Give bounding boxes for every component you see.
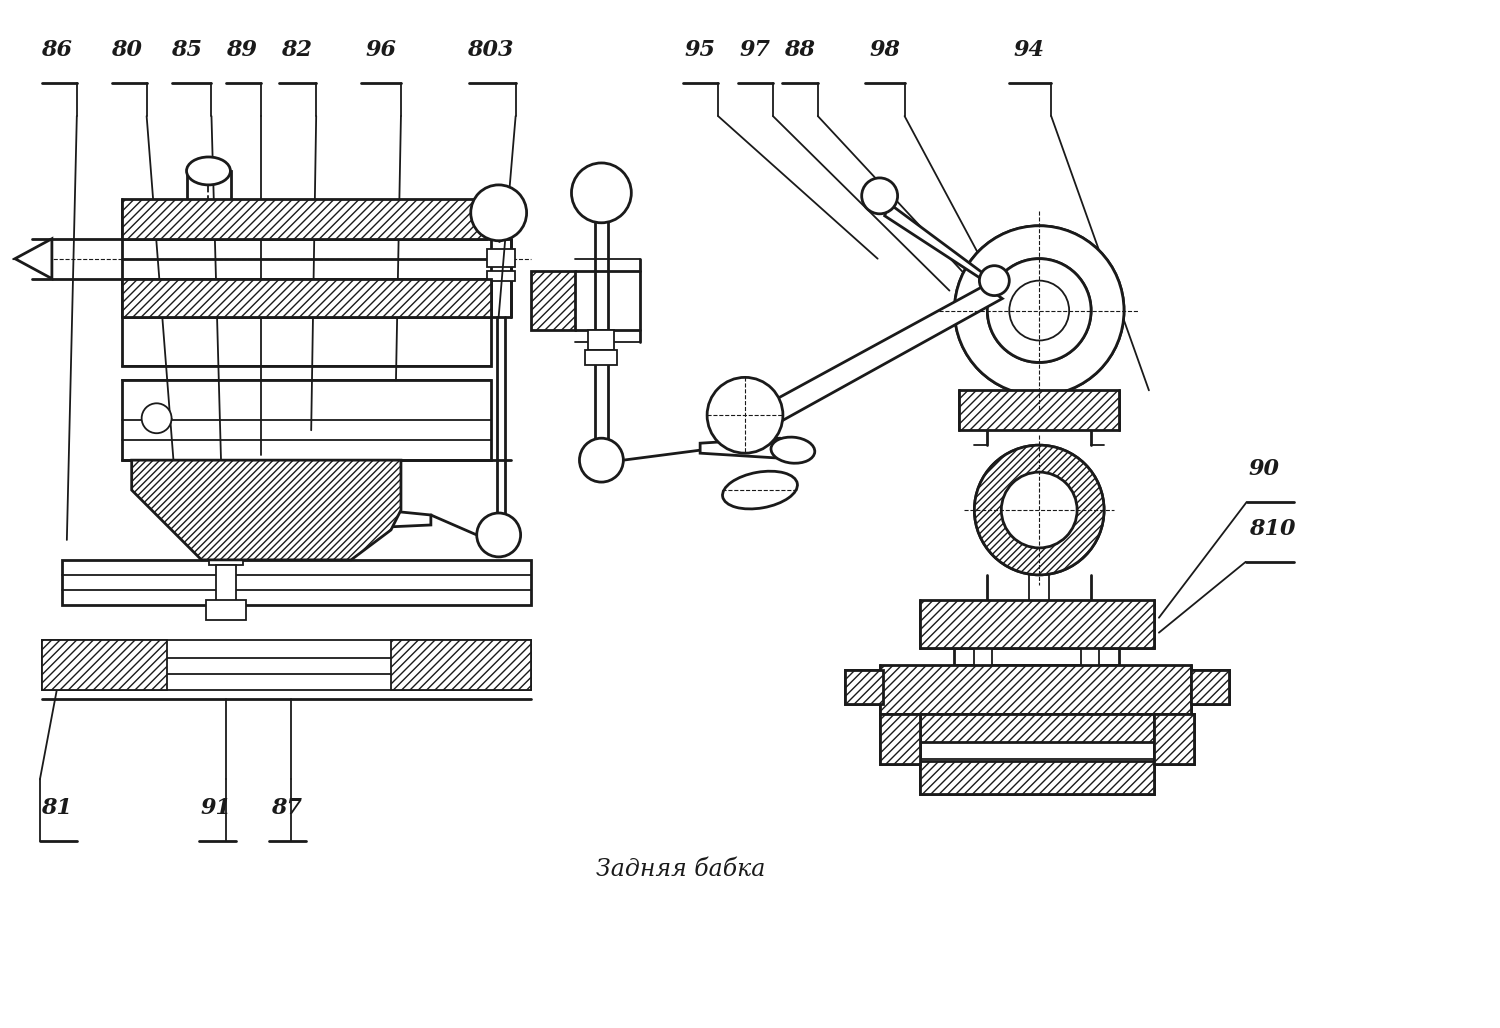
Polygon shape	[362, 508, 430, 528]
Bar	[1154, 714, 1194, 765]
Circle shape	[1010, 281, 1070, 340]
Bar	[122, 198, 486, 238]
Text: 81: 81	[42, 797, 72, 819]
Ellipse shape	[186, 157, 231, 185]
Polygon shape	[765, 286, 1002, 431]
Circle shape	[477, 513, 520, 557]
Bar	[879, 714, 920, 765]
Circle shape	[987, 259, 1090, 363]
Text: 88: 88	[784, 39, 816, 62]
Bar	[844, 669, 882, 704]
Text: 810: 810	[1248, 518, 1294, 540]
Bar	[122, 279, 490, 317]
Text: 97: 97	[740, 39, 771, 62]
Bar	[486, 270, 514, 281]
Text: 94: 94	[1014, 39, 1044, 62]
Bar	[122, 317, 490, 366]
Polygon shape	[885, 204, 999, 291]
Bar	[844, 669, 882, 704]
Bar	[1191, 669, 1228, 704]
Circle shape	[141, 403, 171, 433]
Circle shape	[980, 265, 1010, 296]
Bar	[920, 714, 1154, 795]
Circle shape	[975, 445, 1104, 575]
Bar	[960, 391, 1119, 431]
Bar	[588, 330, 615, 351]
Polygon shape	[15, 238, 52, 279]
Circle shape	[471, 185, 526, 241]
Ellipse shape	[771, 437, 814, 464]
Bar	[216, 564, 237, 604]
Bar	[62, 560, 531, 604]
Circle shape	[975, 445, 1104, 575]
Text: 82: 82	[280, 39, 312, 62]
Text: 91: 91	[201, 797, 232, 819]
Bar	[879, 664, 1191, 714]
Circle shape	[861, 178, 897, 214]
Text: 89: 89	[226, 39, 256, 62]
Bar	[210, 540, 243, 564]
Bar	[216, 461, 237, 560]
Bar	[975, 648, 993, 665]
Bar	[186, 171, 231, 200]
Ellipse shape	[332, 506, 381, 530]
Text: Задняя бабка: Задняя бабка	[596, 857, 765, 881]
Bar	[879, 714, 920, 765]
Bar	[486, 249, 514, 266]
Text: 98: 98	[868, 39, 900, 62]
Bar	[122, 380, 490, 461]
Polygon shape	[132, 461, 401, 560]
Bar	[531, 270, 576, 330]
Bar	[1026, 784, 1051, 793]
Bar	[1022, 615, 1058, 630]
Circle shape	[572, 163, 632, 223]
Text: 80: 80	[111, 39, 142, 62]
Text: 803: 803	[468, 39, 514, 62]
Bar	[920, 714, 1154, 742]
Bar	[1154, 714, 1194, 765]
Circle shape	[1002, 472, 1077, 548]
Circle shape	[706, 377, 783, 453]
Bar	[207, 599, 246, 620]
Bar	[392, 639, 531, 690]
Circle shape	[987, 259, 1090, 363]
Text: 87: 87	[272, 797, 302, 819]
Bar	[42, 639, 166, 690]
Text: 86: 86	[42, 39, 72, 62]
Text: 96: 96	[366, 39, 396, 62]
Polygon shape	[700, 438, 790, 458]
Circle shape	[579, 438, 624, 482]
Bar	[920, 599, 1154, 648]
Ellipse shape	[723, 471, 798, 509]
Bar	[1082, 648, 1100, 665]
Text: 95: 95	[684, 39, 716, 62]
Circle shape	[954, 226, 1124, 396]
Bar	[920, 762, 1154, 795]
Text: 90: 90	[1248, 458, 1280, 480]
Bar	[1191, 669, 1228, 704]
Text: 85: 85	[171, 39, 202, 62]
Bar	[585, 351, 618, 365]
Circle shape	[954, 226, 1124, 396]
Circle shape	[1010, 281, 1070, 340]
